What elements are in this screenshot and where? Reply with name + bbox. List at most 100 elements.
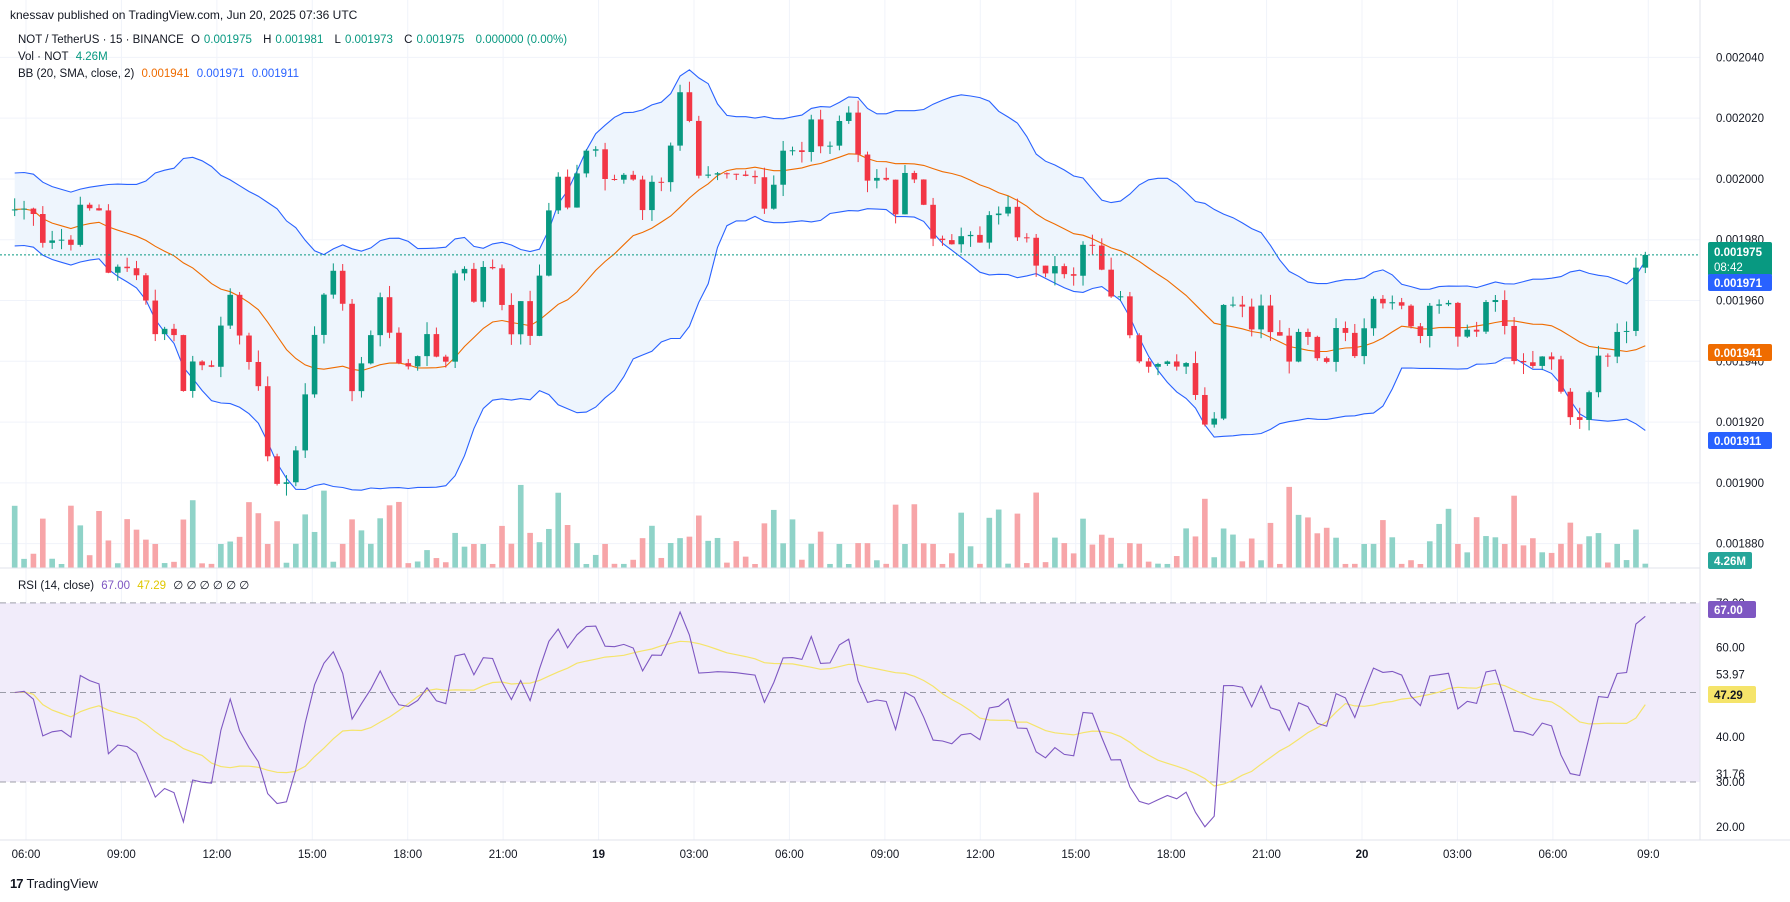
candle-body (508, 304, 515, 335)
candle-body (405, 363, 412, 367)
price-tick-label: 0.001900 (1716, 478, 1764, 490)
price-tick-label: 0.001960 (1716, 296, 1764, 308)
candle-body (227, 294, 234, 326)
bollinger-basis-line (14, 153, 1646, 372)
price-tick-label: 0.001920 (1716, 417, 1764, 429)
volume-bar (1042, 562, 1049, 568)
candle-body (124, 266, 130, 269)
volume-bar (1014, 513, 1021, 568)
candle-body (433, 334, 440, 357)
volume-bar (1436, 523, 1442, 568)
volume-bar (283, 562, 290, 568)
candle-body (199, 361, 205, 366)
volume-bar (1089, 544, 1096, 568)
candle-body (68, 239, 74, 245)
candle-body (1567, 391, 1574, 418)
bollinger-legend[interactable]: BB (20, SMA, close, 2) 0.001941 0.001971… (18, 68, 303, 80)
volume-bar (1361, 544, 1367, 568)
symbol-name[interactable]: NOT / TetherUS · 15 · BINANCE (18, 34, 184, 46)
candle-body (208, 365, 215, 367)
volume-bar (724, 562, 730, 568)
volume-bar (227, 541, 234, 568)
publisher-line: knessav published on TradingView.com, Ju… (10, 8, 358, 22)
volume-bar (1211, 557, 1218, 568)
volume-bar (986, 517, 993, 568)
candle-body (808, 119, 815, 153)
candle-body (1286, 335, 1293, 362)
candle-body (424, 334, 430, 357)
volume-bar (1183, 528, 1189, 568)
candle-body (930, 204, 936, 239)
volume-bar (30, 553, 37, 568)
candle-body (1398, 302, 1405, 306)
tradingview-brand[interactable]: 17 TradingView (10, 876, 98, 891)
time-axis[interactable]: 06:00 09:00 12:00 15:00 18:00 21:00 19 03:00 06:… (12, 849, 1660, 861)
candle-body (236, 294, 243, 336)
candle-body (1117, 296, 1124, 298)
volume-bar (1033, 492, 1039, 568)
candle-body (367, 335, 374, 364)
volume-bar (611, 563, 618, 568)
candle-body (902, 172, 908, 215)
candle-body (1605, 355, 1611, 357)
candle-body (742, 174, 749, 176)
candle-body (1089, 244, 1096, 246)
volume-bar (920, 543, 927, 568)
candle-body (1305, 331, 1311, 337)
candle-body (1052, 266, 1058, 274)
candle-body (461, 268, 468, 274)
candle-body (1145, 361, 1152, 367)
rsi-badge: 67.00 (1708, 601, 1756, 618)
candle-body (1042, 265, 1049, 274)
tradingview-logo-icon: 17 (10, 876, 24, 891)
ohlc-open: O 0.001975 (191, 34, 256, 46)
volume-value: 4.26M (75, 51, 108, 63)
rsi-label: RSI (14, close) (18, 580, 95, 592)
volume-bar (639, 538, 646, 568)
candle-body (986, 215, 993, 243)
candle-body (11, 209, 18, 211)
rsi-legend[interactable]: RSI (14, close) 67.00 47.29 ∅ ∅ ∅ ∅ ∅ ∅ (18, 578, 253, 592)
candle-body (1492, 300, 1499, 303)
rsi-tick-label: 60.00 (1716, 643, 1745, 655)
candle-body (799, 150, 805, 153)
candle-body (864, 154, 871, 181)
candle-body (311, 334, 318, 395)
candle-body (1530, 362, 1536, 366)
volume-bar (358, 530, 365, 568)
rsi-extra-label: 53.97 (1716, 670, 1745, 682)
volume-bar (1136, 543, 1143, 568)
volume-bar (892, 504, 899, 568)
candle-body (1267, 305, 1274, 333)
volume-bar (311, 531, 318, 568)
volume-bar (864, 543, 871, 568)
price-axis[interactable]: 0.0020400.0020200.0020000.0019800.001960… (1716, 52, 1764, 550)
volume-bar (808, 543, 815, 568)
candle-body (517, 301, 524, 335)
symbol-legend[interactable]: NOT / TetherUS · 15 · BINANCE O 0.001975 … (18, 34, 571, 46)
volume-bar (1605, 562, 1611, 568)
candles[interactable] (11, 81, 1649, 496)
candle-body (1070, 274, 1077, 276)
bb-upper-badge: 0.001971 (1708, 274, 1772, 291)
volume-bar (536, 542, 543, 568)
volume-bar (236, 536, 243, 568)
volume-label: Vol · NOT (18, 51, 69, 63)
volume-bar (1342, 563, 1349, 568)
volume-bar (161, 563, 168, 568)
candle-body (1108, 269, 1114, 297)
candle-body (621, 174, 627, 180)
volume-bar (695, 515, 702, 568)
high-value: 0.001981 (275, 34, 324, 46)
rsi-pane[interactable] (0, 602, 1700, 828)
volume-bar (967, 546, 974, 568)
volume-bar (845, 564, 852, 568)
candle-body (1295, 331, 1302, 362)
volume-bar (1230, 534, 1236, 568)
volume-legend[interactable]: Vol · NOT 4.26M (18, 51, 112, 63)
volume-bar (1220, 528, 1227, 568)
bb-basis-badge: 0.001941 (1708, 344, 1772, 361)
volume-bar (1277, 563, 1283, 568)
